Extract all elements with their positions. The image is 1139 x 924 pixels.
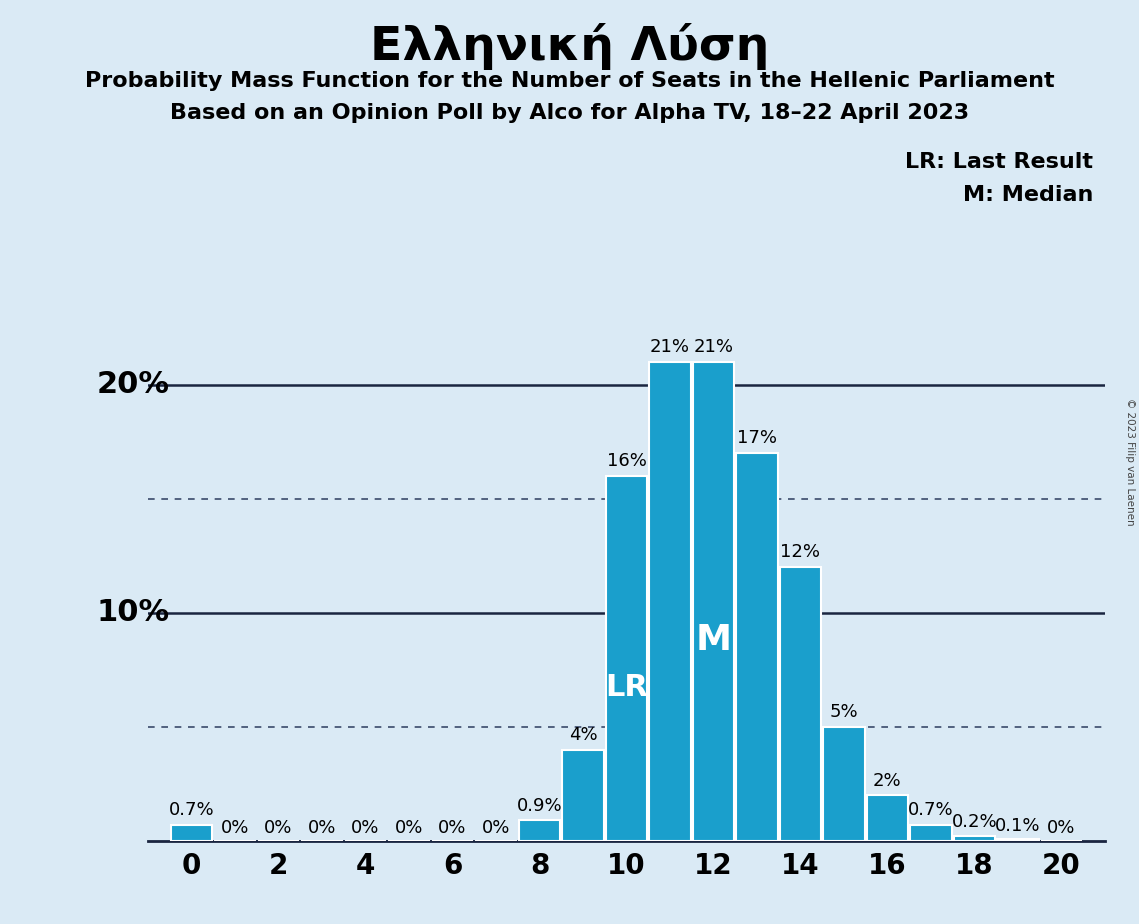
Text: 0%: 0% bbox=[395, 820, 424, 837]
Text: 0%: 0% bbox=[351, 820, 379, 837]
Bar bbox=[606, 476, 647, 841]
Text: 21%: 21% bbox=[694, 338, 734, 357]
Text: 0%: 0% bbox=[221, 820, 249, 837]
Text: 17%: 17% bbox=[737, 430, 777, 447]
Text: 10%: 10% bbox=[97, 598, 170, 627]
Text: Based on an Opinion Poll by Alco for Alpha TV, 18–22 April 2023: Based on an Opinion Poll by Alco for Alp… bbox=[170, 103, 969, 124]
Text: 0.2%: 0.2% bbox=[951, 812, 997, 831]
Text: 12%: 12% bbox=[780, 543, 820, 562]
Bar bbox=[780, 567, 821, 841]
Text: 20%: 20% bbox=[97, 371, 170, 399]
Text: M: Median: M: Median bbox=[964, 185, 1093, 205]
Bar bbox=[171, 825, 212, 841]
Bar bbox=[649, 362, 690, 841]
Text: 2%: 2% bbox=[874, 772, 902, 789]
Text: 0%: 0% bbox=[308, 820, 336, 837]
Bar bbox=[910, 825, 951, 841]
Bar bbox=[867, 796, 908, 841]
Text: 0%: 0% bbox=[439, 820, 467, 837]
Text: 0.7%: 0.7% bbox=[169, 801, 214, 820]
Text: 0%: 0% bbox=[482, 820, 510, 837]
Bar bbox=[823, 727, 865, 841]
Text: 4%: 4% bbox=[568, 726, 597, 744]
Text: 0%: 0% bbox=[264, 820, 293, 837]
Bar bbox=[953, 836, 995, 841]
Text: 0%: 0% bbox=[1047, 820, 1075, 837]
Text: 21%: 21% bbox=[650, 338, 690, 357]
Bar bbox=[998, 839, 1039, 841]
Text: 5%: 5% bbox=[829, 703, 858, 721]
Text: LR: Last Result: LR: Last Result bbox=[906, 152, 1093, 173]
Text: 0.9%: 0.9% bbox=[517, 796, 563, 815]
Text: LR: LR bbox=[605, 673, 648, 702]
Text: © 2023 Filip van Laenen: © 2023 Filip van Laenen bbox=[1125, 398, 1134, 526]
Text: M: M bbox=[696, 623, 731, 657]
Bar bbox=[736, 453, 778, 841]
Text: Probability Mass Function for the Number of Seats in the Hellenic Parliament: Probability Mass Function for the Number… bbox=[84, 71, 1055, 91]
Text: 0.7%: 0.7% bbox=[908, 801, 953, 820]
Bar bbox=[693, 362, 734, 841]
Text: 0.1%: 0.1% bbox=[995, 817, 1041, 835]
Text: Ελληνική Λύση: Ελληνική Λύση bbox=[370, 23, 769, 70]
Bar bbox=[519, 821, 560, 841]
Bar bbox=[563, 749, 604, 841]
Text: 16%: 16% bbox=[606, 452, 647, 470]
